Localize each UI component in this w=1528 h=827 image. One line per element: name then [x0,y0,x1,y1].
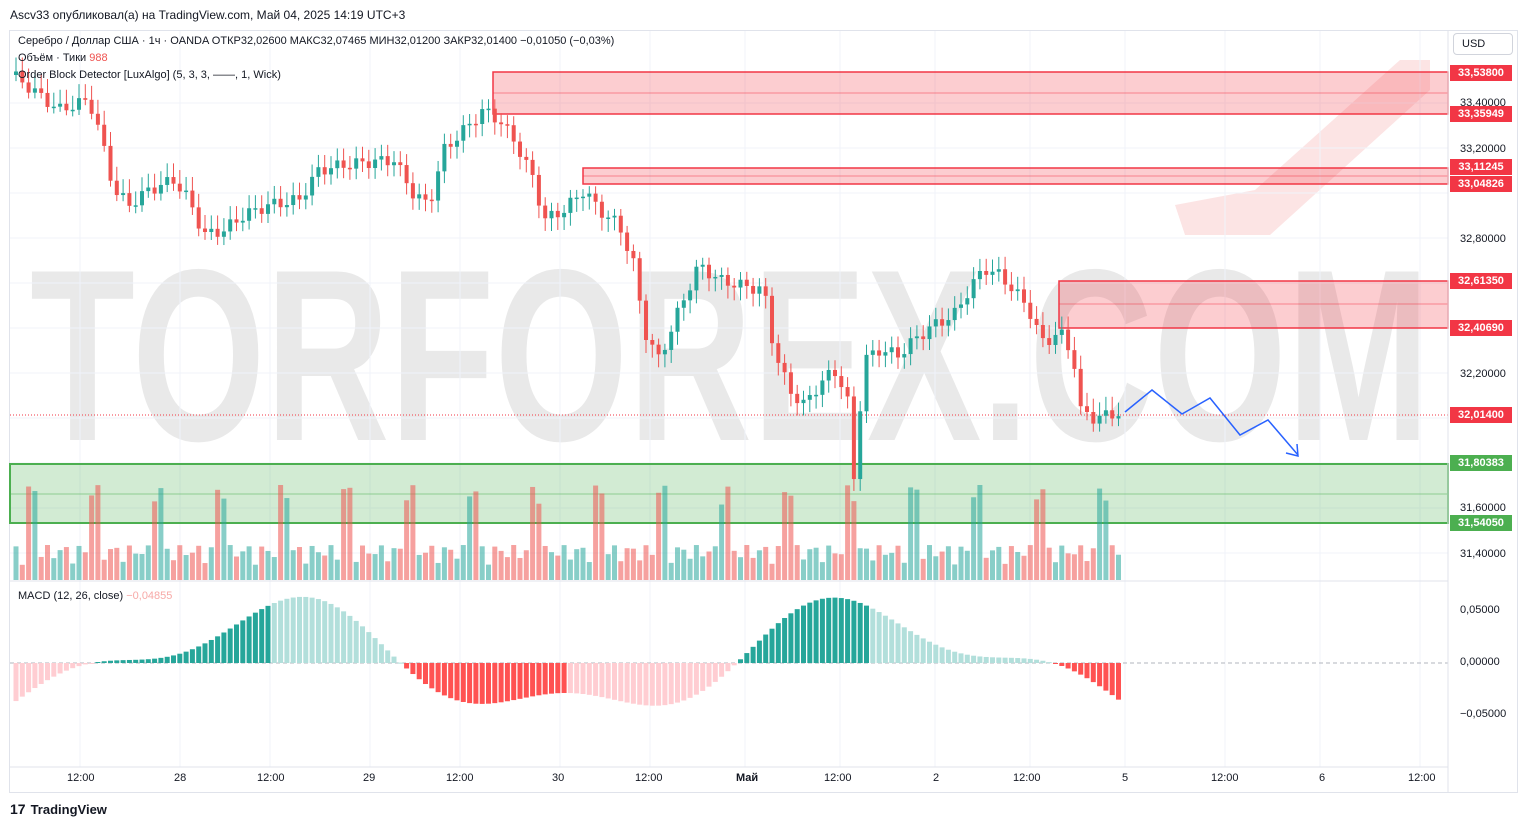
time-axis-label: 12:00 [1013,772,1041,784]
tradingview-wordmark: TradingView [30,801,107,817]
time-axis-label: 28 [174,772,187,784]
volume-value: 988 [89,52,108,64]
price-axis-label: 32,20000 [1460,368,1506,380]
price-axis-label: 31,60000 [1460,502,1506,514]
last-price-tag: 32,01400 [1450,407,1512,423]
candlesticks [14,57,1121,491]
chart-frame[interactable] [9,30,1518,793]
low-label: МИН [369,35,395,47]
publisher-line: Ascv33 опубликовал(а) на TradingView.com… [10,8,406,22]
price-tag: 33,53800 [1450,65,1512,81]
price-axis-label: 31,40000 [1460,548,1506,560]
watermark-text: TORFOREX.COM [30,218,1430,492]
time-axis-label: 12:00 [1408,772,1436,784]
time-axis-label: 12:00 [446,772,474,784]
price-tag: 33,04826 [1450,176,1512,192]
price-tag: 32,40690 [1450,320,1512,336]
volume-legend[interactable]: Объём · Тики 988 [18,52,108,64]
price-tag: 33,35949 [1450,106,1512,122]
price-tag: 32,61350 [1450,273,1512,289]
low-value: 32,01200 [394,35,441,47]
time-axis-label: 12:00 [1211,772,1239,784]
high-label: МАКС [289,35,321,47]
high-value: 32,07465 [320,35,367,47]
time-axis-label: 5 [1122,772,1129,784]
macd-histogram [13,596,1121,706]
currency-button[interactable]: USD [1453,33,1513,55]
time-axis-label: 6 [1319,772,1326,784]
time-axis-label: 30 [552,772,565,784]
forecast-path [1124,389,1299,456]
macd-value: −0,04855 [126,590,173,602]
tradingview-logo[interactable]: 17 TradingView [10,801,107,817]
macd-axis-label: −0,05000 [1460,708,1507,720]
macd-legend[interactable]: MACD (12, 26, close) −0,04855 [18,590,172,602]
macd-axis-label: 0,00000 [1460,656,1500,668]
time-axis-label: 29 [363,772,376,784]
forecast-arrowhead [1285,443,1299,457]
open-label: ОТКР [211,35,241,47]
symbol-legend[interactable]: Серебро / Доллар США · 1ч · OANDA ОТКР32… [18,35,614,47]
macd-label: MACD (12, 26, close) [18,590,124,602]
price-tag: 31,54050 [1450,515,1512,531]
tradingview-icon: 17 [10,801,26,817]
symbol-name: Серебро / Доллар США · 1ч · OANDA [18,35,209,47]
time-axis-label: 12:00 [824,772,852,784]
close-label: ЗАКР [443,35,472,47]
time-axis-label: 2 [933,772,940,784]
change-value: −0,01050 (−0,03%) [520,35,615,47]
time-axis-label: 12:00 [67,772,95,784]
time-axis-label: 12:00 [257,772,285,784]
volume-bars [13,485,1121,580]
price-tag: 31,80383 [1450,455,1512,471]
price-tag: 33,11245 [1450,159,1512,175]
time-axis-label: Май [736,772,759,784]
price-axis-label: 33,20000 [1460,143,1506,155]
price-axis-label: 32,80000 [1460,233,1506,245]
time-axis-label: 12:00 [635,772,663,784]
macd-axis-label: 0,05000 [1460,604,1500,616]
close-value: 32,01400 [471,35,518,47]
indicator-legend[interactable]: Order Block Detector [LuxAlgo] (5, 3, 3,… [18,69,281,81]
volume-label: Объём · Тики [18,52,87,64]
open-value: 32,02600 [240,35,287,47]
